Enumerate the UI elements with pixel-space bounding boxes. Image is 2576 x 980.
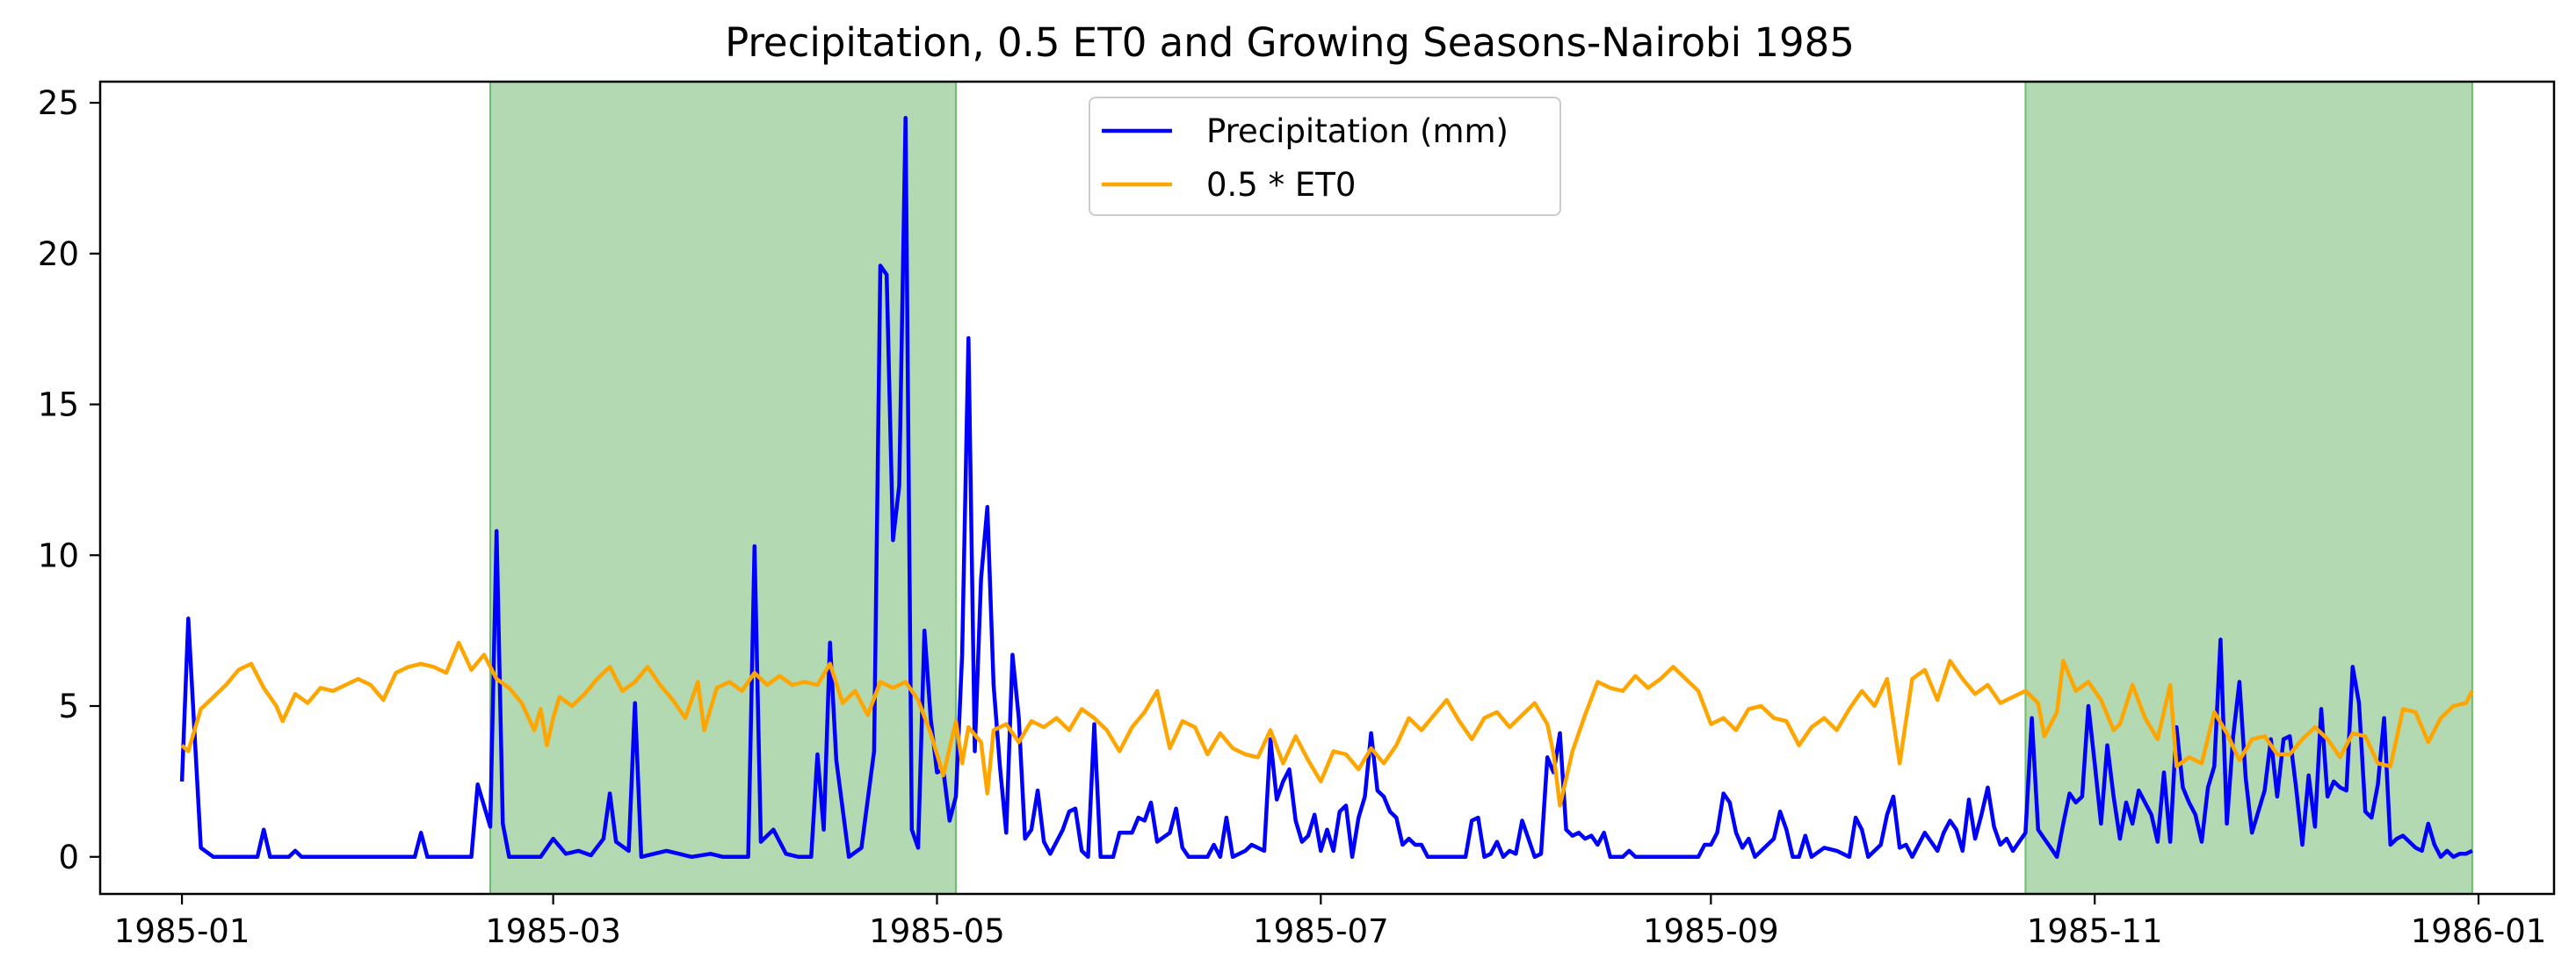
- y-tick-label: 5: [58, 688, 79, 725]
- plot-frame: [98, 80, 2556, 896]
- x-tick-label: 1985-01: [114, 912, 250, 950]
- y-tick-label: 25: [38, 84, 79, 122]
- x-tick-label: 1985-07: [1253, 912, 1389, 950]
- et0-line: [180, 640, 2474, 808]
- x-tick-label: 1986-01: [2411, 912, 2547, 950]
- x-tick-label: 1985-03: [485, 912, 621, 950]
- chart-title: Precipitation, 0.5 ET0 and Growing Seaso…: [725, 19, 1855, 66]
- legend-label: Precipitation (mm): [1206, 112, 1509, 150]
- x-tick-label: 1985-09: [1643, 912, 1779, 950]
- legend-label: 0.5 * ET0: [1206, 166, 1356, 204]
- y-axis: 0 5 10 15 20 25: [38, 84, 100, 876]
- growing-season-band: [489, 81, 957, 895]
- y-tick-label: 15: [38, 386, 79, 424]
- x-tick-label: 1985-11: [2027, 912, 2163, 950]
- x-axis: 1985-01 1985-03 1985-05 1985-07 1985-09 1985-…: [114, 894, 2547, 950]
- legend: Precipitation (mm) 0.5 * ET0: [1089, 97, 1561, 216]
- x-tick-label: 1985-05: [869, 912, 1005, 950]
- plot-area: [98, 80, 2556, 896]
- y-tick-label: 10: [38, 537, 79, 574]
- growing-season-band: [2024, 81, 2473, 895]
- legend-box: [1089, 97, 1561, 216]
- series-layer: [179, 115, 2474, 860]
- y-tick-label: 0: [58, 839, 79, 876]
- y-tick-label: 20: [38, 235, 79, 273]
- precipitation-line: [179, 115, 2473, 860]
